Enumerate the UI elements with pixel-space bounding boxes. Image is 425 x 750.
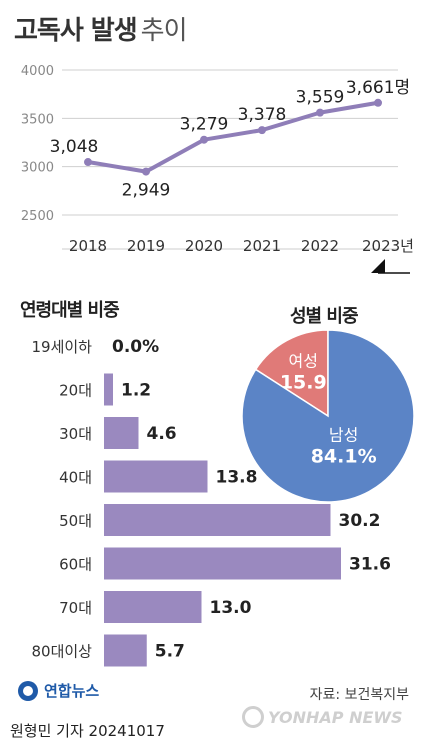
- bar-chart: 19세이하 0.0% 20대 1.2 30대 4.6 40대 13.8 50대 30.2 60대 31…: [32, 337, 391, 667]
- value-label: 4.6: [147, 424, 177, 444]
- age-chart-title: 연령대별 비중: [20, 300, 120, 321]
- pie-slice: [254, 329, 329, 418]
- y-tick-label: 3500: [21, 112, 54, 127]
- data-point: [142, 167, 150, 176]
- bar: [104, 417, 139, 449]
- value-label: 0.0%: [112, 337, 159, 357]
- data-label: 2,949: [122, 181, 171, 201]
- slice-name: 여성: [289, 352, 318, 371]
- category-label: 20대: [59, 382, 92, 400]
- x-tick-label: 2019: [127, 237, 165, 255]
- category-label: 30대: [59, 425, 92, 443]
- yonhap-logo-icon: [18, 680, 38, 701]
- bar: [104, 634, 147, 667]
- data-point: [200, 135, 208, 144]
- x-tick-label: 2022: [301, 237, 339, 255]
- bar: [104, 373, 113, 406]
- current-year-marker: [371, 259, 385, 273]
- category-label: 19세이하: [32, 338, 93, 356]
- x-tick-label: 2018: [69, 237, 107, 255]
- series-line: [87, 100, 379, 174]
- y-tick-label: 4000: [21, 64, 54, 79]
- title-bold: 고독사 발생: [14, 16, 138, 46]
- bar: [104, 460, 208, 493]
- value-label: 31.6: [349, 555, 391, 575]
- value-label: 5.7: [155, 642, 185, 662]
- y-tick-label: 3000: [21, 161, 54, 176]
- watermark-icon: [242, 706, 264, 728]
- watermark: YONHAP NEWS: [242, 706, 403, 728]
- category-label: 50대: [59, 512, 92, 530]
- yonhap-logo-text: 연합뉴스: [44, 682, 100, 700]
- data-label: 3,559: [296, 88, 345, 108]
- pie-slice: [241, 329, 415, 503]
- y-tick-label: 2500: [21, 209, 54, 224]
- data-point: [374, 98, 382, 107]
- data-label: 3,378: [238, 105, 287, 125]
- value-label: 13.8: [216, 468, 258, 488]
- value-label: 13.0: [210, 598, 252, 618]
- slice-value: 15.9: [280, 372, 327, 394]
- category-label: 60대: [59, 556, 92, 574]
- x-tick-label: 2023년: [362, 237, 414, 255]
- bar: [104, 591, 202, 623]
- line-chart: 4000 3500 3000 2500 3,048 2,949 3,279 3,378 3,55…: [21, 64, 414, 274]
- data-label: 3,279: [180, 115, 229, 135]
- value-label: 30.2: [339, 511, 381, 531]
- data-label: 3,048: [50, 137, 99, 157]
- reporter-credit: 원형민 기자 20241017: [10, 722, 165, 740]
- x-tick-label: 2021: [243, 237, 281, 255]
- category-label: 70대: [59, 599, 92, 617]
- x-tick-label: 2020: [185, 237, 223, 255]
- category-label: 40대: [59, 469, 92, 487]
- bar: [104, 504, 331, 536]
- category-label: 80대이상: [32, 643, 93, 661]
- slice-value: 84.1%: [311, 446, 377, 468]
- gender-chart-title: 성별 비중: [290, 306, 359, 327]
- data-point: [258, 126, 266, 135]
- watermark-text: YONHAP NEWS: [268, 707, 403, 727]
- yonhap-logo: 연합뉴스: [18, 680, 99, 701]
- title-light: 추이: [140, 16, 188, 46]
- source-note: 자료: 보건복지부: [309, 687, 409, 703]
- data-point: [316, 108, 324, 117]
- bar: [104, 547, 341, 580]
- data-label: 3,661명: [346, 78, 410, 98]
- value-label: 1.2: [121, 381, 151, 401]
- chart-title: 고독사 발생 추이: [14, 10, 187, 47]
- data-point: [84, 158, 92, 167]
- slice-name: 남성: [329, 426, 358, 445]
